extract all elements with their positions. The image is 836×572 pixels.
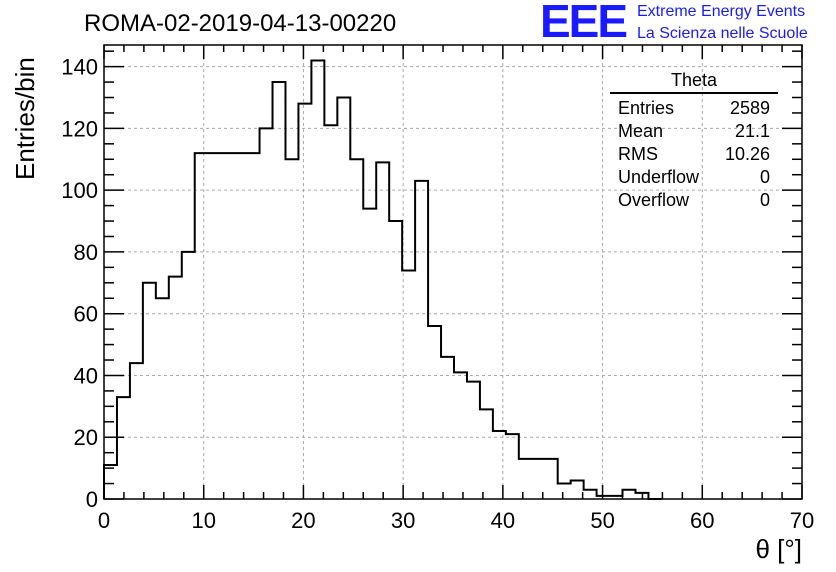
stats-row-mean: Mean 21.1 [610,121,778,144]
stats-value: 0 [759,190,770,210]
histogram-bin [493,431,506,499]
y-tick-label: 60 [74,302,98,327]
histogram-bin [402,270,415,499]
tick-labels: 0 10 20 30 40 50 60 70 0 20 40 60 80 100 120 140 [61,55,814,533]
histogram-bin [506,434,519,499]
stats-title: Theta [610,70,778,94]
histogram-bin [623,490,636,499]
histogram-bin [260,128,273,499]
y-axis-label: Entries/bin [10,57,40,180]
y-tick-label: 80 [74,240,98,265]
x-tick-label: 0 [98,508,110,533]
histogram-bin [169,277,182,499]
histogram-bin [558,484,571,499]
run-title: ROMA-02-2019-04-13-00220 [84,10,397,37]
y-tick-label: 0 [86,487,98,512]
histogram-bin [208,153,221,499]
histogram-series [103,59,662,500]
histogram-bin [221,153,234,499]
histogram-outline [103,59,662,500]
histogram-bin [182,252,195,499]
y-tick-label: 40 [74,363,98,388]
histogram-bin [441,357,454,499]
histogram-bin [571,480,584,499]
stats-value: 10.26 [724,144,770,164]
histogram-bin [519,459,532,499]
x-tick-label: 40 [491,508,515,533]
y-axis-label-wrap: Entries/bin [6,57,40,192]
stats-row-entries: Entries 2589 [610,98,778,121]
stats-label: RMS [618,144,658,164]
histogram-bin [143,283,156,499]
histogram-bin [247,153,260,499]
x-tick-label: 60 [690,508,714,533]
histogram-bin [285,159,298,499]
stats-label: Entries [618,98,675,118]
histogram-bin [480,409,493,499]
plot-frame [103,44,803,500]
stats-label: Underflow [618,167,700,187]
histogram-bin [104,465,117,499]
y-tick-label: 140 [61,55,98,80]
x-tick-label: 20 [291,508,315,533]
histogram-bin [376,162,389,499]
histogram-bin [130,363,143,499]
y-tick-label: 20 [74,425,98,450]
stats-row-underflow: Underflow 0 [610,167,778,190]
histogram-bin [117,397,130,499]
histogram-bin [363,209,376,499]
histogram-bin [156,298,169,499]
y-tick-label: 100 [61,178,98,203]
stats-label: Overflow [618,190,690,210]
stats-label: Mean [618,121,664,141]
x-axis-label: θ [°] [755,534,802,564]
histogram-bin [234,153,247,499]
x-tick-label: 10 [191,508,215,533]
stats-value: 0 [759,167,770,187]
stats-row-rms: RMS 10.26 [610,144,778,167]
histogram-bin [311,60,324,499]
histogram-bin [545,459,558,499]
histogram-bin [195,153,208,499]
histogram-bin [467,382,480,499]
grid-lines [104,45,802,499]
histogram-bin [324,125,337,499]
histogram-bin [454,372,467,499]
axis-ticks [103,45,803,500]
histogram-bin [298,104,311,499]
x-tick-label: 30 [391,508,415,533]
histogram-bin [337,98,350,499]
histogram-bin [273,82,286,499]
y-tick-label: 120 [61,116,98,141]
histogram-bin [415,181,428,499]
logo-subtitle-1: Extreme Energy Events [637,3,806,20]
stats-value: 2589 [729,98,770,118]
stats-box: Theta Entries 2589 Mean 21.1 RMS 10.26 U… [610,70,778,213]
histogram-bin [428,326,441,499]
histogram-bin [584,490,597,499]
stats-row-overflow: Overflow 0 [610,190,778,213]
logo-subtitle-2: La Scienza nelle Scuole [637,25,808,42]
histogram-bin [350,159,363,499]
eee-logo: EEE [540,0,628,47]
stats-value: 21.1 [734,121,770,141]
x-tick-label: 70 [790,508,814,533]
histogram-bin [389,221,402,499]
x-tick-label: 50 [590,508,614,533]
